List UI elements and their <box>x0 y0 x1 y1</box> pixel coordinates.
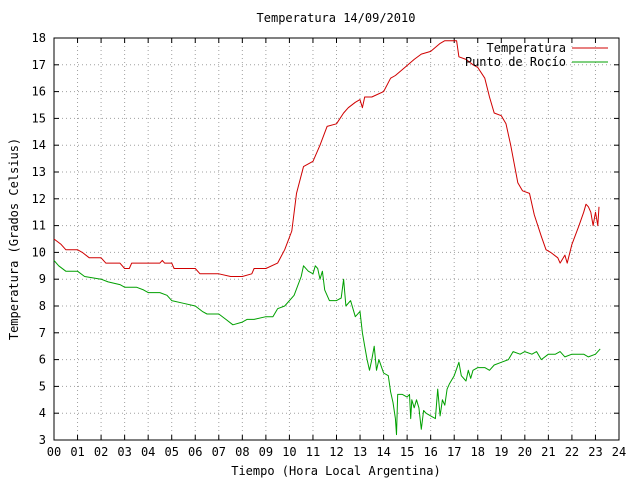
y-tick-label: 5 <box>39 379 46 393</box>
series-line-temperatura <box>53 40 600 277</box>
x-tick-label: 03 <box>117 445 131 459</box>
y-tick-label: 15 <box>32 111 46 125</box>
y-tick-label: 9 <box>39 272 46 286</box>
x-tick-label: 14 <box>376 445 390 459</box>
x-tick-label: 18 <box>471 445 485 459</box>
x-tick-label: 05 <box>164 445 178 459</box>
y-tick-label: 12 <box>32 192 46 206</box>
series-line-punto-de-rocio <box>53 260 601 436</box>
x-tick-label: 11 <box>306 445 320 459</box>
x-axis-label: Tiempo (Hora Local Argentina) <box>231 464 441 478</box>
x-tick-label: 02 <box>94 445 108 459</box>
x-tick-label: 12 <box>329 445 343 459</box>
x-tick-label: 07 <box>212 445 226 459</box>
y-tick-label: 3 <box>39 433 46 447</box>
y-tick-label: 8 <box>39 299 46 313</box>
x-tick-label: 22 <box>565 445 579 459</box>
x-tick-label: 24 <box>612 445 626 459</box>
series-lines <box>53 40 601 436</box>
y-tick-label: 14 <box>32 138 46 152</box>
y-tick-label: 18 <box>32 31 46 45</box>
y-axis-label: Temperatura (Grados Celsius) <box>7 138 21 340</box>
y-tick-label: 10 <box>32 245 46 259</box>
x-tick-label: 19 <box>494 445 508 459</box>
legend-label: Punto de Rocío <box>465 55 566 69</box>
y-tick-label: 6 <box>39 353 46 367</box>
y-tick-label: 11 <box>32 219 46 233</box>
y-tick-label: 4 <box>39 406 46 420</box>
chart-title: Temperatura 14/09/2010 <box>257 11 416 25</box>
legend-label: Temperatura <box>487 41 566 55</box>
x-tick-label: 23 <box>588 445 602 459</box>
y-tick-label: 16 <box>32 85 46 99</box>
y-tick-label: 17 <box>32 58 46 72</box>
y-tick-label: 13 <box>32 165 46 179</box>
x-tick-label: 15 <box>400 445 414 459</box>
axis-ticks: 00 01 02 03 04 05 06 07 08 09 10 11 12 13 14 15 16 17 18 19… <box>32 31 627 459</box>
x-tick-label: 16 <box>423 445 437 459</box>
y-tick-label: 7 <box>39 326 46 340</box>
x-tick-label: 06 <box>188 445 202 459</box>
grid-lines <box>54 38 619 440</box>
x-tick-label: 20 <box>518 445 532 459</box>
x-tick-label: 10 <box>282 445 296 459</box>
x-tick-label: 09 <box>259 445 273 459</box>
x-tick-label: 21 <box>541 445 555 459</box>
x-tick-label: 00 <box>47 445 61 459</box>
x-tick-label: 01 <box>70 445 84 459</box>
x-tick-label: 17 <box>447 445 461 459</box>
x-tick-label: 04 <box>141 445 155 459</box>
x-tick-label: 13 <box>353 445 367 459</box>
x-tick-label: 08 <box>235 445 249 459</box>
